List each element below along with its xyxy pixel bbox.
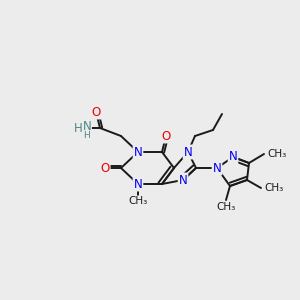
Text: N: N <box>134 178 142 190</box>
Text: N: N <box>178 173 188 187</box>
Text: H: H <box>74 122 82 134</box>
Text: O: O <box>100 161 109 175</box>
Text: N: N <box>229 151 237 164</box>
Text: N: N <box>213 161 221 175</box>
Text: CH₃: CH₃ <box>267 149 286 159</box>
Text: CH₃: CH₃ <box>128 196 148 206</box>
Text: H: H <box>84 130 90 140</box>
Text: O: O <box>161 130 171 142</box>
Text: N: N <box>134 146 142 158</box>
Text: CH₃: CH₃ <box>264 183 283 193</box>
Text: CH₃: CH₃ <box>216 202 236 212</box>
Text: N: N <box>184 146 192 158</box>
Text: O: O <box>92 106 100 118</box>
Text: N: N <box>82 121 91 134</box>
